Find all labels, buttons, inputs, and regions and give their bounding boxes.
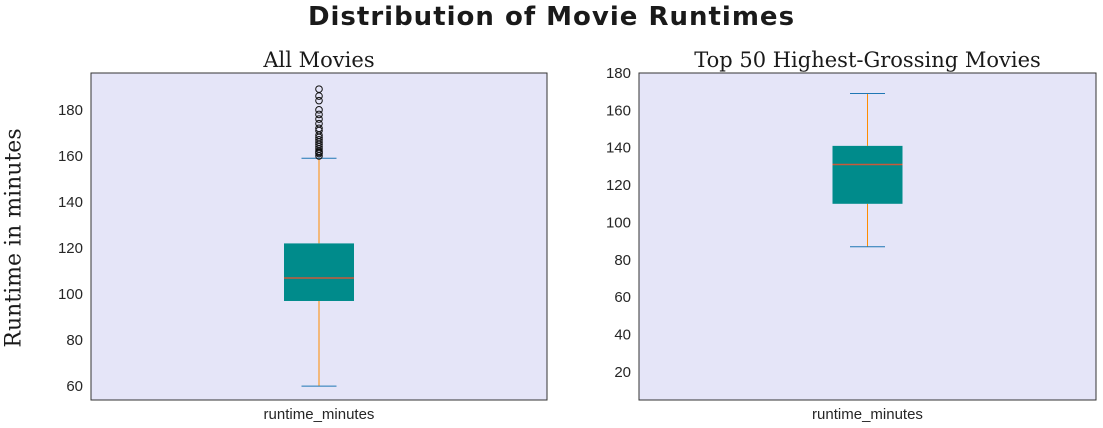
y-tick-label: 160: [58, 148, 83, 165]
iqr-box: [832, 145, 903, 204]
y-tick-label: 140: [606, 140, 631, 157]
y-tick-label: 120: [58, 240, 83, 257]
outlier-point: [315, 135, 323, 144]
y-tick-label: 100: [58, 286, 83, 303]
outlier-point: [315, 106, 323, 114]
outlier-point: [315, 119, 323, 128]
y-tick-label: 180: [606, 65, 631, 82]
y-tick-label: 140: [58, 194, 83, 211]
y-tick-label: 40: [614, 327, 631, 344]
outlier-point: [315, 85, 323, 93]
outlier-point: [315, 115, 323, 123]
y-tick-label: 80: [66, 332, 83, 349]
panel-2: Top 50 Highest-Grossing Movies 20 40 60 80 10…: [606, 48, 1097, 423]
x-tick-label: runtime_minutes: [812, 406, 923, 423]
x-tick-label: runtime_minutes: [264, 406, 375, 423]
y-tick-label: 100: [606, 214, 631, 231]
panel-1: All Movies 60 80 100 120 140 160 180 runtime_min…: [58, 48, 548, 423]
outlier-point: [315, 96, 323, 105]
y-tick-label: 60: [66, 378, 83, 395]
panel-title: All Movies: [262, 48, 374, 72]
panel-title: Top 50 Highest-Grossing Movies: [694, 48, 1041, 72]
y-tick-label: 180: [58, 102, 83, 119]
iqr-box: [284, 243, 354, 301]
y-tick-label: 160: [606, 102, 631, 119]
outlier-point: [315, 110, 323, 119]
y-tick-label: 80: [614, 252, 631, 269]
y-tick-label: 60: [614, 289, 631, 306]
figure-title: Distribution of Movie Runtimes: [307, 2, 796, 32]
y-tick-label: 120: [606, 177, 631, 194]
outlier-point: [315, 124, 323, 133]
y-tick-label: 20: [614, 364, 631, 381]
